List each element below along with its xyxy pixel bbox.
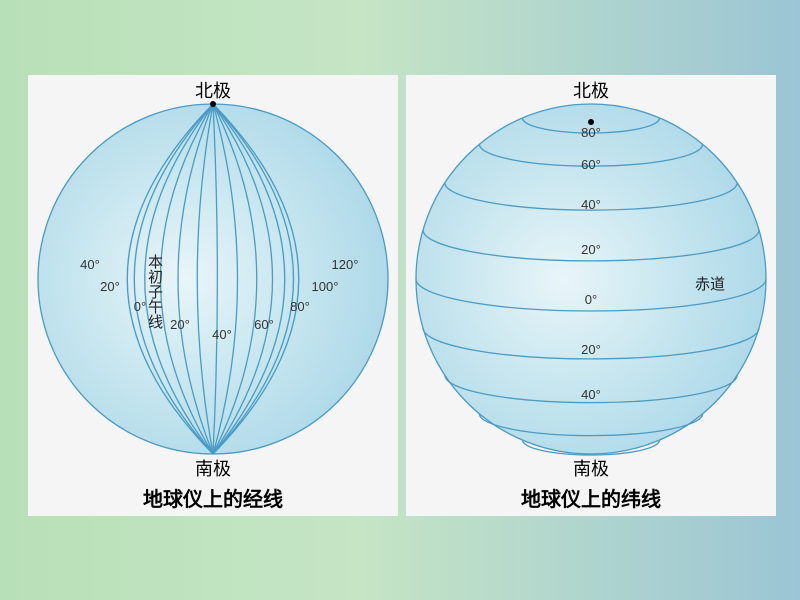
svg-text:40°: 40°: [80, 257, 100, 272]
svg-text:20°: 20°: [170, 317, 190, 332]
north-pole-label-2: 北极: [573, 77, 609, 103]
svg-text:40°: 40°: [581, 197, 601, 212]
parallel-panel: 北极 80° 60° 40° 20° 0° 20° 40° 赤道 南极 地球仪上的纬线: [406, 75, 776, 516]
svg-text:80°: 80°: [290, 299, 310, 314]
parallel-caption: 地球仪上的纬线: [410, 483, 772, 512]
svg-text:40°: 40°: [212, 327, 232, 342]
south-pole-label: 南极: [195, 455, 231, 481]
svg-text:20°: 20°: [100, 279, 120, 294]
svg-text:0°: 0°: [585, 292, 597, 307]
north-pole-label: 北极: [195, 77, 231, 103]
svg-text:80°: 80°: [581, 125, 601, 140]
south-pole-label-2: 南极: [573, 455, 609, 481]
svg-text:100°: 100°: [312, 279, 339, 294]
svg-text:60°: 60°: [581, 157, 601, 172]
meridian-panel: 北极 40°20°0°20°40°60°80°100°120°本初子午线 南极 …: [28, 75, 398, 516]
svg-text:20°: 20°: [581, 342, 601, 357]
svg-text:0°: 0°: [134, 299, 146, 314]
svg-text:60°: 60°: [254, 317, 274, 332]
svg-text:20°: 20°: [581, 242, 601, 257]
prime-meridian-label: 本初子午线: [146, 254, 163, 329]
svg-text:40°: 40°: [581, 387, 601, 402]
parallel-globe: 80° 60° 40° 20° 0° 20° 40° 赤道: [410, 79, 772, 479]
meridian-globe: 40°20°0°20°40°60°80°100°120°本初子午线: [32, 79, 394, 479]
meridian-caption: 地球仪上的经线: [32, 483, 394, 512]
svg-text:120°: 120°: [332, 257, 359, 272]
equator-label: 赤道: [695, 276, 725, 293]
